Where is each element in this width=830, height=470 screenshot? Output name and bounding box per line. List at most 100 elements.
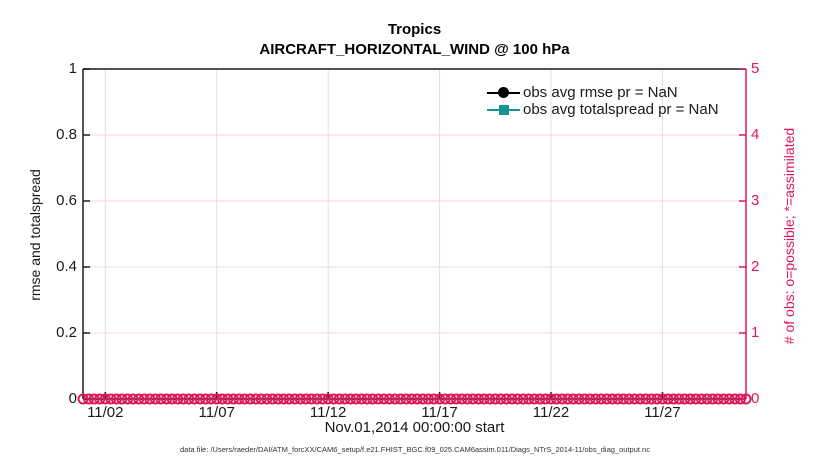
possible-obs-marker [272,393,284,405]
possible-obs-marker [200,393,212,405]
possible-obs-marker [211,393,223,405]
possible-obs-marker [311,393,323,405]
possible-obs-marker [422,393,434,405]
possible-obs-marker [556,393,568,405]
possible-obs-marker [400,393,412,405]
possible-obs-marker [478,393,490,405]
possible-obs-marker [244,393,256,405]
y-tick-label-left: 0.2 [56,324,77,341]
possible-obs-marker [83,393,95,405]
y-tick-label-right: 4 [751,126,760,143]
possible-obs-marker [216,393,228,405]
possible-obs-marker [283,393,295,405]
possible-obs-marker [417,393,429,405]
possible-obs-marker [712,393,724,405]
possible-obs-marker [406,393,418,405]
possible-obs-marker [645,393,657,405]
possible-obs-marker [679,393,691,405]
possible-obs-marker [512,393,524,405]
possible-obs-marker [562,393,574,405]
possible-obs-marker [729,393,741,405]
y-tick-label-left: 0.6 [56,192,77,209]
possible-obs-marker [567,393,579,405]
legend-item: obs avg rmse pr = NaN [487,84,719,101]
possible-obs-marker [573,393,585,405]
possible-obs-marker [690,393,702,405]
possible-obs-marker [584,393,596,405]
possible-obs-marker [500,393,512,405]
possible-obs-marker [144,393,156,405]
legend-circle-marker-icon [487,86,520,99]
possible-obs-marker [606,393,618,405]
possible-obs-marker [138,393,150,405]
possible-obs-marker [495,393,507,405]
x-tick-label: 11/17 [421,404,458,421]
possible-obs-marker [695,393,707,405]
y-axis-label-right: # of obs: o=possible; *=assimilated [781,127,797,345]
possible-obs-marker [718,393,730,405]
possible-obs-marker [539,393,551,405]
plot-title-block: Tropics AIRCRAFT_HORIZONTAL_WIND @ 100 h… [83,20,746,60]
possible-obs-marker [356,393,368,405]
possible-obs-marker [166,393,178,405]
possible-obs-marker [155,393,167,405]
possible-obs-marker [506,393,518,405]
possible-obs-marker [305,393,317,405]
possible-obs-marker [110,393,122,405]
legend-square-marker-icon [487,103,520,116]
possible-obs-marker [662,393,674,405]
possible-obs-marker [578,393,590,405]
possible-obs-marker [239,393,251,405]
possible-obs-marker [99,393,111,405]
possible-obs-marker [428,393,440,405]
possible-obs-marker [317,393,329,405]
possible-obs-marker [149,393,161,405]
possible-obs-marker [395,393,407,405]
possible-obs-marker [740,393,752,405]
possible-obs-marker [205,393,217,405]
y-tick-label-right: 1 [751,324,760,341]
possible-obs-marker [161,393,173,405]
possible-obs-marker [183,393,195,405]
x-tick-label: 11/02 [87,404,124,421]
possible-obs-marker [250,393,262,405]
possible-obs-marker [473,393,485,405]
possible-obs-marker [673,393,685,405]
possible-obs-marker [723,393,735,405]
y-tick-label-left: 0 [68,390,77,407]
possible-obs-marker [450,393,462,405]
possible-obs-marker [222,393,234,405]
y-tick-label-right: 2 [751,258,760,275]
possible-obs-marker [707,393,719,405]
possible-obs-marker [122,393,134,405]
possible-obs-marker [734,393,746,405]
possible-obs-marker [333,393,345,405]
possible-obs-marker [289,393,301,405]
possible-obs-marker [294,393,306,405]
possible-obs-marker [668,393,680,405]
possible-obs-marker [328,393,340,405]
possible-obs-marker [640,393,652,405]
possible-obs-marker [651,393,663,405]
possible-obs-marker [116,393,128,405]
possible-obs-marker [188,393,200,405]
possible-obs-marker [233,393,245,405]
possible-obs-marker [551,393,563,405]
x-tick-label: 11/12 [309,404,347,421]
possible-obs-marker [77,393,89,405]
plot-title: Tropics [387,21,442,38]
possible-obs-marker [177,393,189,405]
possible-obs-marker [367,393,379,405]
y-tick-label-left: 0.8 [56,126,77,143]
plot-subtitle: AIRCRAFT_HORIZONTAL_WIND @ 100 hPa [259,41,570,58]
y-tick-label-left: 0.4 [56,258,77,275]
x-tick-label: 11/07 [198,404,235,421]
possible-obs-marker [278,393,290,405]
possible-obs-marker [601,393,613,405]
x-tick-label: 11/22 [532,404,570,421]
possible-obs-marker [378,393,390,405]
possible-obs-marker [656,393,668,405]
possible-obs-marker [467,393,479,405]
